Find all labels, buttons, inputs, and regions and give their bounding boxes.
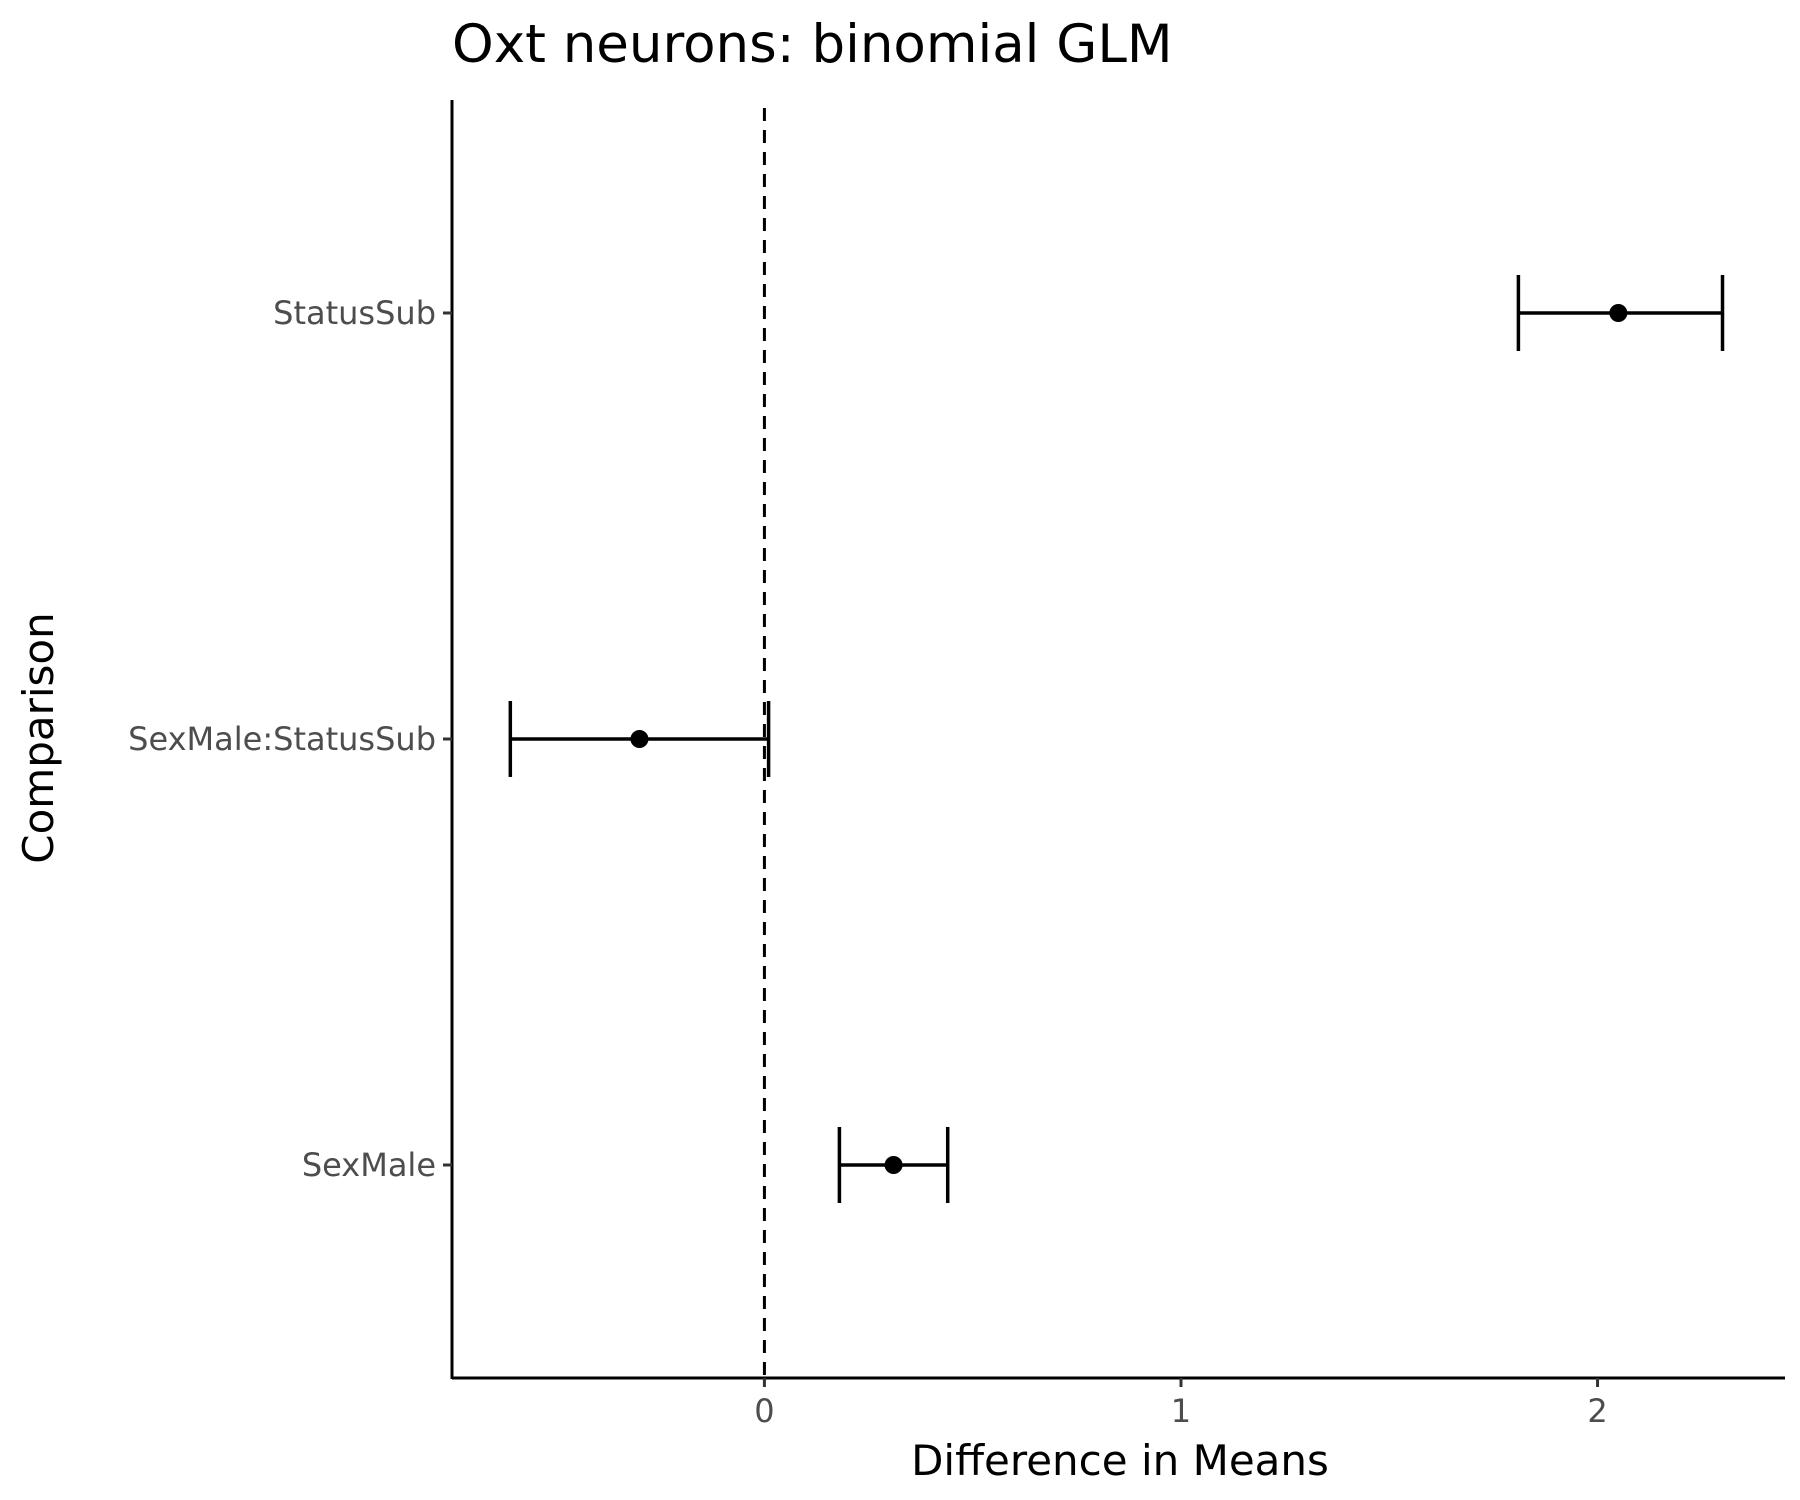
x-tick-label: 0 [754, 1392, 774, 1430]
y-tick-label: SexMale:StatusSub [128, 720, 436, 758]
y-tick-label: SexMale [302, 1146, 436, 1184]
estimate-point [630, 730, 649, 748]
x-tick-label: 1 [1171, 1392, 1191, 1430]
x-tick-label: 2 [1587, 1392, 1607, 1430]
error-bars [508, 275, 1725, 1203]
x-ticks: 0 1 2 [754, 1378, 1608, 1430]
x-axis-title: Difference in Means [911, 1436, 1329, 1485]
estimate-point [884, 1156, 903, 1174]
y-ticks: StatusSub SexMale:StatusSub SexMale [128, 294, 452, 1184]
y-axis-title: Comparison [14, 612, 63, 863]
chart-title: Oxt neurons: binomial GLM [452, 14, 1173, 75]
y-tick-label: StatusSub [273, 294, 436, 332]
estimate-point [1609, 304, 1628, 322]
